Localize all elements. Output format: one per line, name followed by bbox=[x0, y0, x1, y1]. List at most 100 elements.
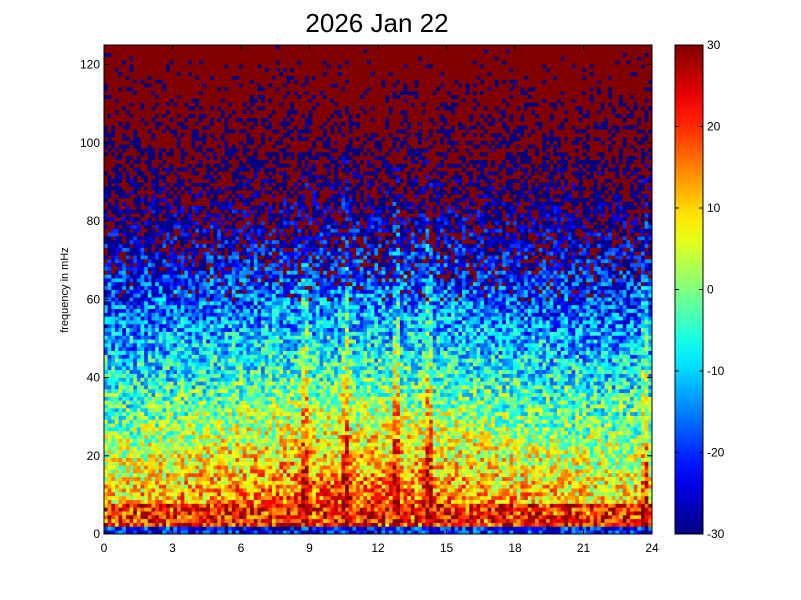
heatmap-cell bbox=[151, 167, 156, 172]
heatmap-cell bbox=[155, 106, 160, 111]
heatmap-cell bbox=[158, 526, 163, 531]
heatmap-cell bbox=[177, 449, 182, 455]
heatmap-cell bbox=[239, 518, 244, 523]
heatmap-cell bbox=[217, 488, 222, 493]
heatmap-cell bbox=[180, 530, 185, 535]
heatmap-cell bbox=[140, 243, 145, 248]
heatmap-cell bbox=[122, 155, 127, 161]
heatmap-cell bbox=[125, 75, 130, 80]
heatmap-cell bbox=[224, 400, 229, 405]
heatmap-cell bbox=[118, 201, 123, 206]
heatmap-cell bbox=[198, 480, 204, 485]
heatmap-cell bbox=[151, 117, 156, 122]
heatmap-cell bbox=[228, 449, 233, 455]
heatmap-cell bbox=[184, 193, 189, 199]
heatmap-cell bbox=[235, 526, 240, 531]
heatmap-cell bbox=[202, 522, 207, 527]
heatmap-cell bbox=[125, 48, 130, 54]
heatmap-cell bbox=[125, 388, 130, 394]
heatmap-cell bbox=[166, 339, 171, 344]
heatmap-cell bbox=[209, 87, 214, 92]
heatmap-cell bbox=[104, 274, 109, 279]
heatmap-cell bbox=[155, 209, 160, 214]
heatmap-cell bbox=[184, 167, 189, 172]
heatmap-cell bbox=[195, 255, 200, 260]
heatmap-cell bbox=[118, 335, 123, 340]
heatmap-cell bbox=[169, 144, 174, 149]
heatmap-cell bbox=[213, 308, 218, 313]
heatmap-cell bbox=[231, 102, 236, 107]
heatmap-cell bbox=[155, 446, 160, 451]
heatmap-cell bbox=[220, 469, 225, 474]
heatmap-cell bbox=[104, 373, 109, 378]
heatmap-cell bbox=[155, 266, 160, 271]
heatmap-cell bbox=[224, 514, 229, 520]
heatmap-cell bbox=[140, 526, 145, 531]
heatmap-cell bbox=[184, 144, 189, 149]
heatmap-cell bbox=[122, 45, 127, 50]
heatmap-cell bbox=[228, 75, 233, 80]
heatmap-cell bbox=[129, 117, 134, 122]
heatmap-cell bbox=[144, 136, 149, 141]
heatmap-cell bbox=[166, 518, 171, 523]
heatmap-cell bbox=[235, 151, 240, 157]
heatmap-cell bbox=[231, 430, 236, 436]
heatmap-cell bbox=[224, 151, 229, 157]
heatmap-cell bbox=[118, 297, 123, 302]
heatmap-cell bbox=[151, 266, 156, 271]
heatmap-cell bbox=[133, 369, 138, 374]
heatmap-cell bbox=[125, 522, 130, 527]
heatmap-cell bbox=[147, 125, 152, 130]
heatmap-cell bbox=[202, 446, 207, 451]
heatmap-cell bbox=[166, 423, 171, 428]
heatmap-cell bbox=[144, 507, 149, 512]
heatmap-cell bbox=[198, 278, 204, 283]
heatmap-cell bbox=[242, 193, 247, 199]
heatmap-cell bbox=[217, 465, 222, 470]
heatmap-cell bbox=[107, 320, 112, 325]
heatmap-cell bbox=[206, 350, 211, 355]
heatmap-cell bbox=[155, 327, 160, 332]
heatmap-cell bbox=[173, 132, 178, 138]
heatmap-cell bbox=[217, 163, 222, 168]
heatmap-cell bbox=[136, 362, 141, 367]
heatmap-cell bbox=[169, 293, 174, 298]
heatmap-cell bbox=[231, 476, 236, 481]
heatmap-cell bbox=[166, 362, 171, 367]
heatmap-cell bbox=[195, 178, 200, 183]
heatmap-cell bbox=[114, 381, 120, 386]
heatmap-cell bbox=[202, 381, 207, 386]
heatmap-cell bbox=[162, 411, 167, 416]
heatmap-cell bbox=[147, 362, 152, 367]
heatmap-cell bbox=[198, 75, 204, 80]
heatmap-cell bbox=[151, 163, 156, 168]
heatmap-cell bbox=[220, 419, 225, 424]
heatmap-cell bbox=[209, 427, 214, 432]
heatmap-cell bbox=[231, 266, 236, 271]
heatmap-cell bbox=[147, 503, 152, 508]
heatmap-cell bbox=[191, 171, 196, 176]
heatmap-cell bbox=[166, 64, 171, 69]
heatmap-cell bbox=[122, 83, 127, 88]
heatmap-cell bbox=[239, 320, 244, 325]
heatmap-cell bbox=[122, 125, 127, 130]
heatmap-cell bbox=[191, 213, 196, 218]
heatmap-cell bbox=[122, 327, 127, 332]
heatmap-cell bbox=[209, 56, 214, 61]
heatmap-cell bbox=[180, 262, 185, 267]
heatmap-cell bbox=[235, 511, 240, 516]
heatmap-cell bbox=[133, 419, 138, 424]
heatmap-cell bbox=[104, 304, 109, 309]
heatmap-cell bbox=[180, 423, 185, 428]
heatmap-cell bbox=[125, 193, 130, 199]
heatmap-cell bbox=[104, 159, 109, 164]
heatmap-cell bbox=[195, 129, 200, 134]
heatmap-cell bbox=[177, 316, 182, 321]
heatmap-cell bbox=[195, 404, 200, 409]
heatmap-cell bbox=[235, 102, 240, 107]
heatmap-cell bbox=[202, 94, 207, 99]
heatmap-cell bbox=[136, 67, 141, 73]
heatmap-cell bbox=[206, 52, 211, 57]
heatmap-cell bbox=[118, 350, 123, 355]
heatmap-cell bbox=[217, 472, 222, 478]
